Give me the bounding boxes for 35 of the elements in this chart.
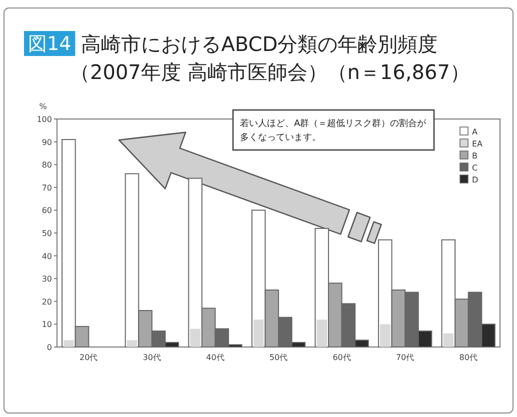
x-tick-label: 40代 (206, 353, 224, 362)
chart-title: 高崎市におけるABCD分類の年齢別頻度 (81, 32, 438, 56)
y-tick-label: 60 (42, 206, 52, 216)
legend-label: A (472, 128, 478, 136)
caption: 図14 (28, 33, 72, 55)
chart-subtitle: （2007年度 高崎市医師会）（n＝16,867） (70, 60, 470, 84)
y-tick-label: 70 (42, 183, 52, 192)
y-tick-label: 0 (46, 343, 52, 352)
x-tick-label: 30代 (142, 353, 162, 362)
y-tick-label: 90 (42, 138, 52, 147)
bar (126, 340, 138, 347)
y-tick-label: 80 (42, 160, 52, 170)
bar (253, 320, 264, 347)
bar (443, 333, 454, 347)
y-tick-label: 30 (42, 274, 52, 284)
legend-label: EA (472, 140, 484, 148)
x-tick-label: 20代 (80, 353, 98, 362)
x-tick-label: 60代 (332, 353, 351, 362)
y-axis-title: % (39, 102, 48, 111)
x-tick-label: 50代 (269, 353, 288, 362)
bar (64, 340, 74, 347)
y-tick-label: 10 (42, 320, 52, 330)
y-tick-label: 20 (42, 297, 52, 306)
y-tick-label: 50 (42, 229, 52, 238)
bar (380, 324, 390, 347)
annotation: 若い人ほど、A群（＝超低リスク群）の割合が多くなっています。 (240, 118, 428, 143)
bar (316, 320, 327, 347)
bar (190, 328, 200, 347)
y-tick-label: 100 (36, 115, 52, 124)
legend-label: B (472, 152, 478, 160)
x-tick-label: 80代 (459, 353, 478, 362)
x-tick-label: 70代 (396, 353, 414, 362)
y-tick-label: 40 (42, 252, 52, 261)
legend-label: C (472, 164, 478, 172)
legend-label: D (472, 176, 478, 184)
